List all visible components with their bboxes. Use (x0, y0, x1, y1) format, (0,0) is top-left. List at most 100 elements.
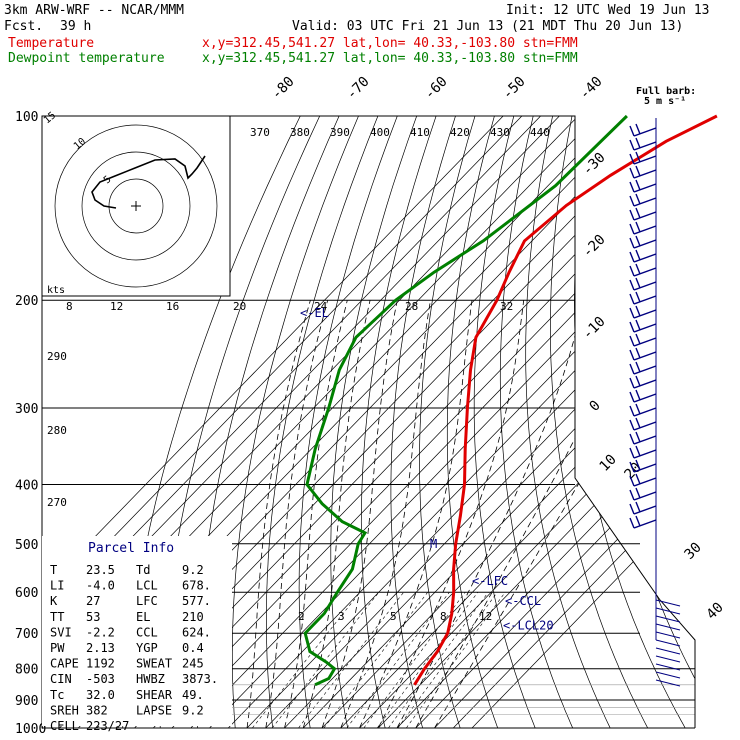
wind-barb-low (655, 615, 681, 623)
wind-barb-low (655, 655, 681, 663)
isotherm-label: -50 (500, 74, 529, 103)
index-value: 9.2 (182, 563, 204, 577)
mixing-ratio-label: 28 (405, 300, 418, 313)
dry-adiabat-line (360, 116, 437, 728)
index-name: Tc (50, 688, 64, 702)
wind-barb-feather (629, 181, 635, 193)
theta-label: 370 (250, 126, 270, 139)
wind-barb-feather (629, 335, 635, 347)
wind-barb-feather (629, 153, 635, 165)
barb-legend-unit: 5 m s⁻¹ (644, 96, 686, 107)
wind-barb-low (655, 599, 681, 607)
isotherm-line (42, 116, 523, 728)
index-value: 0.4 (182, 641, 204, 655)
wind-barb-feather (629, 363, 635, 375)
wind-barb-feather (635, 501, 641, 513)
index-name: SWEAT (136, 657, 172, 671)
valid-time: Valid: 03 UTC Fri 21 Jun 13 (21 MDT Thu … (292, 19, 683, 34)
wind-barb-feather (635, 235, 641, 247)
index-name: CIN (50, 672, 72, 686)
theta-label: 380 (290, 126, 310, 139)
wind-barb (633, 351, 657, 361)
index-value: 9.2 (182, 703, 204, 717)
wind-barb (633, 211, 657, 221)
wind-barb-feather (629, 251, 635, 263)
parcel-info-title: Parcel Info (88, 541, 174, 556)
index-name: YGP (136, 641, 158, 655)
temperature-location: x,y=312.45,541.27 lat,lon= 40.33,-103.80… (202, 36, 578, 51)
mixing-ratio-label: 24 (314, 300, 328, 313)
wind-barb-feather (629, 503, 635, 515)
pressure-tick-label: 300 (15, 402, 38, 417)
wind-barb-feather (629, 307, 635, 319)
wind-barb-feather (635, 151, 641, 163)
index-name: Td (136, 563, 150, 577)
index-name: LCL (136, 579, 158, 593)
wind-barb-feather (635, 445, 641, 457)
index-value: 1192 (86, 657, 115, 671)
frame-outline (42, 115, 696, 728)
wind-barb-feather (635, 249, 641, 261)
index-value: 27 (86, 594, 100, 608)
mixing-ratio-label: 32 (500, 300, 513, 313)
isotherm-label: -60 (422, 74, 451, 103)
wind-barb-low (655, 663, 681, 671)
index-value: 245 (182, 657, 204, 671)
wind-barb (633, 169, 657, 179)
wind-barb-feather (629, 237, 635, 249)
wind-barb (633, 127, 657, 137)
wind-barb-feather (629, 475, 635, 487)
wind-barb-feather (629, 489, 635, 501)
mixing-ratio-label: 5 (390, 610, 397, 623)
dry-adiabat-line (727, 116, 740, 728)
mixing-ratio-label: 20 (233, 300, 246, 313)
mixing-ratio-lines (252, 592, 506, 728)
theta-label: 270 (47, 496, 67, 509)
theta-label: 290 (47, 350, 67, 363)
hodograph-ring (54, 124, 218, 288)
wind-barb-feather (635, 179, 641, 191)
index-value: -4.0 (86, 579, 115, 593)
wind-barb-feather (635, 193, 641, 205)
wind-barb (633, 323, 657, 333)
wind-barb (633, 253, 657, 263)
isotherm-label: 10 (597, 452, 620, 475)
wind-barb-low (655, 623, 681, 631)
parcel-level-label: <-LCL20 (503, 618, 554, 632)
wind-barb-feather (635, 487, 641, 499)
wind-barb (633, 309, 657, 319)
index-value: 624. (182, 625, 211, 639)
moist-adiabat-line (302, 300, 371, 728)
wind-barb-feather (635, 207, 641, 219)
dry-adiabat-line (446, 116, 499, 728)
hodograph-ring (108, 178, 164, 234)
index-name: LI (50, 579, 64, 593)
wind-barb (633, 435, 657, 445)
wind-barb-low (655, 671, 681, 679)
index-value: 3873. (182, 672, 218, 686)
wind-barb-feather (629, 279, 635, 291)
wind-barb (633, 407, 657, 417)
wind-barb-feather (635, 361, 641, 373)
moist-adiabat-line (434, 300, 684, 728)
model-title: 3km ARW-WRF -- NCAR/MMM (4, 3, 184, 18)
wind-barb-feather (629, 265, 635, 277)
mixing-ratio-label: 2 (298, 610, 305, 623)
wind-barb-feather (635, 431, 641, 443)
index-name: PW (50, 641, 65, 655)
dry-adiabat-line (685, 116, 695, 728)
isotherm-line (340, 116, 695, 728)
mixing-ratio-label: 3 (338, 610, 345, 623)
forecast-hour: 39 h (60, 19, 91, 34)
isotherm-line (415, 116, 695, 728)
mixing-ratio-label: 12 (110, 300, 123, 313)
isotherm-line (452, 116, 695, 728)
wind-barb-feather (629, 209, 635, 221)
dry-adiabat-line (620, 116, 695, 728)
isotherm-line (471, 116, 695, 728)
isotherm-line (246, 116, 695, 728)
wind-barb-feather (629, 125, 635, 137)
isotherm-label: 0 (587, 398, 604, 415)
isotherm-label: 40 (704, 600, 727, 623)
